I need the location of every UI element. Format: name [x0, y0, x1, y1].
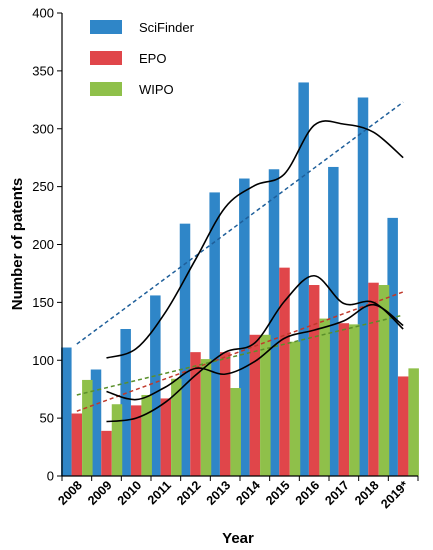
bars — [61, 82, 419, 476]
x-axis-label: Year — [222, 530, 254, 547]
moving-average-epo — [106, 274, 404, 423]
y-tick-label-300: 300 — [32, 121, 54, 136]
moving-average-lines — [106, 120, 404, 423]
bar-scifinder-2017 — [328, 166, 339, 476]
y-axis-label: Number of patents — [9, 178, 26, 311]
bar-wipo-2008 — [82, 379, 93, 476]
bar-wipo-2017 — [349, 324, 360, 476]
bar-wipo-2019 — [408, 368, 419, 476]
bar-scifinder-2008 — [61, 347, 72, 476]
y-tick-label-0: 0 — [47, 469, 54, 484]
bar-wipo-2016 — [319, 318, 330, 476]
bar-scifinder-2009 — [90, 369, 102, 476]
x-tick-label-2010: 2010 — [115, 478, 145, 508]
bar-scifinder-2013 — [209, 192, 220, 476]
x-tick-label-2012: 2012 — [174, 478, 204, 508]
bar-epo-2009 — [101, 430, 112, 476]
bar-epo-2015 — [279, 267, 290, 476]
bar-scifinder-2010 — [120, 328, 131, 476]
bar-epo-2018 — [368, 282, 379, 476]
bar-scifinder-2019 — [387, 217, 398, 476]
legend-swatch-scifinder — [90, 20, 122, 34]
bar-epo-2012 — [190, 352, 201, 476]
bar-wipo-2014 — [260, 334, 271, 476]
bar-scifinder-2012 — [179, 223, 191, 476]
x-tick-label-2015: 2015 — [263, 478, 293, 508]
moving-average-scifinder — [106, 120, 404, 359]
bar-epo-2008 — [71, 413, 83, 476]
moving-average-wipo — [106, 303, 404, 401]
x-tick-label-2018: 2018 — [352, 478, 382, 508]
bar-epo-2017 — [338, 323, 350, 476]
x-tick-label-2016: 2016 — [293, 478, 323, 508]
bar-scifinder-2018 — [357, 97, 369, 476]
y-tick-label-150: 150 — [32, 295, 54, 310]
bar-wipo-2011 — [171, 378, 182, 476]
trendlines — [76, 101, 404, 412]
legend: SciFinder EPO WIPO — [90, 20, 195, 97]
bar-epo-2014 — [249, 334, 261, 476]
bar-epo-2016 — [308, 285, 320, 476]
bar-wipo-2018 — [378, 285, 390, 476]
legend-label-scifinder: SciFinder — [139, 20, 195, 35]
bar-wipo-2015 — [289, 341, 301, 476]
bar-wipo-2010 — [141, 394, 152, 476]
bar-epo-2011 — [160, 398, 172, 476]
x-tick-label-2019: 2019* — [378, 478, 411, 511]
y-tick-label-100: 100 — [32, 353, 54, 368]
trendline-epo — [76, 291, 404, 412]
legend-label-wipo: WIPO — [139, 82, 174, 97]
bar-scifinder-2014 — [239, 178, 250, 476]
x-tick-label-2009: 2009 — [85, 478, 115, 508]
bar-epo-2019 — [397, 376, 409, 476]
x-tick-label-2013: 2013 — [204, 478, 234, 508]
x-tick-label-2017: 2017 — [322, 478, 352, 508]
y-tick-label-200: 200 — [32, 237, 54, 252]
bar-scifinder-2015 — [268, 169, 280, 476]
y-tick-label-350: 350 — [32, 63, 54, 78]
legend-swatch-wipo — [90, 82, 122, 96]
x-tick-label-2014: 2014 — [233, 478, 263, 508]
y-tick-label-400: 400 — [32, 6, 54, 21]
legend-swatch-epo — [90, 51, 122, 65]
bar-wipo-2013 — [230, 388, 241, 476]
bar-scifinder-2011 — [150, 295, 161, 476]
x-tick-label-2011: 2011 — [145, 478, 174, 507]
trendline-scifinder — [76, 101, 404, 345]
y-tick-label-250: 250 — [32, 179, 54, 194]
legend-label-epo: EPO — [139, 51, 166, 66]
bar-epo-2010 — [130, 405, 142, 476]
bar-epo-2013 — [219, 352, 231, 476]
x-tick-label-2008: 2008 — [55, 478, 85, 508]
bar-wipo-2009 — [111, 404, 123, 476]
y-tick-label-50: 50 — [40, 411, 54, 426]
bar-wipo-2012 — [200, 359, 212, 476]
